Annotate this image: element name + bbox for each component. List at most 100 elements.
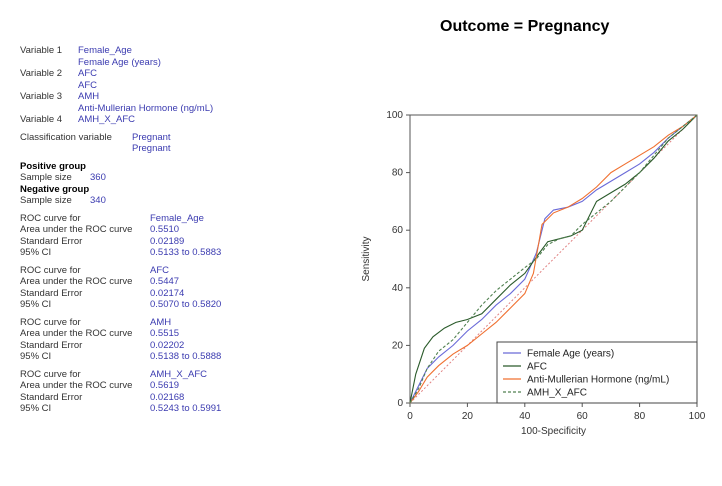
ci-label: 95% CI (20, 247, 52, 258)
variable-label: Variable 1 (20, 45, 63, 56)
legend-label: AFC (527, 362, 547, 373)
se-value: 0.02189 (150, 235, 185, 247)
auc-value: 0.5447 (150, 276, 180, 287)
variable-name: Female_Age (78, 45, 132, 56)
series-line-1 (409, 114, 698, 404)
se-label: Standard Error (20, 391, 83, 403)
stat-row: Standard Error 0.02174 (20, 288, 340, 300)
ci-value: 0.5133 to 0.5883 (150, 247, 222, 258)
auc-value: 0.5515 (150, 328, 180, 339)
variable-name: AFC (78, 68, 97, 79)
roc-curve-name: Female_Age (150, 212, 204, 224)
se-label: Standard Error (20, 235, 83, 247)
negative-heading: Negative group (20, 183, 90, 195)
stat-row: Standard Error 0.02168 (20, 392, 340, 404)
x-tick-label: 80 (634, 411, 646, 422)
stat-row: ROC curve for Female_Age (20, 213, 340, 225)
stat-row: Sample size 340 (20, 195, 340, 207)
positive-size: 360 (90, 172, 106, 183)
stat-row: Female Age (years) (20, 57, 340, 69)
y-tick-label: 40 (392, 283, 404, 294)
stat-row: 95% CI 0.5070 to 0.5820 (20, 299, 340, 311)
variable-label: Variable 2 (20, 68, 63, 79)
series-line-2 (409, 114, 698, 404)
roc-curve-name: AMH (150, 316, 172, 328)
stat-row: Variable 1 Female_Age (20, 45, 340, 57)
y-tick-label: 100 (386, 110, 403, 121)
variable-desc: AFC (78, 79, 97, 91)
series-line-3 (409, 114, 698, 404)
ci-label: 95% CI (20, 351, 52, 362)
stat-row: Area under the ROC curve 0.5510 (20, 224, 340, 236)
stat-row: Pregnant (20, 143, 340, 155)
stat-row: ROC curve for AMH_X_AFC (20, 369, 340, 381)
classification-desc: Pregnant (132, 143, 171, 154)
ci-value: 0.5070 to 0.5820 (150, 299, 222, 310)
stat-row: ROC curve for AFC (20, 265, 340, 277)
y-tick-label: 20 (392, 340, 404, 351)
stat-row: ROC curve for AMH (20, 317, 340, 329)
y-tick-label: 60 (392, 225, 404, 236)
x-tick-label: 0 (407, 411, 413, 422)
roc-curve-label: ROC curve for (20, 316, 81, 328)
roc-curve-label: ROC curve for (20, 212, 81, 224)
stat-row: Variable 4 AMH_X_AFC (20, 114, 340, 126)
se-value: 0.02174 (150, 287, 185, 299)
stat-row: AFC (20, 80, 340, 92)
auc-label: Area under the ROC curve (20, 276, 133, 287)
y-tick-label: 0 (397, 398, 403, 409)
negative-size: 340 (90, 195, 106, 206)
stat-row: Variable 3 AMH (20, 91, 340, 103)
variable-name: AMH (78, 91, 100, 102)
x-tick-label: 40 (519, 411, 531, 422)
ci-value: 0.5243 to 0.5991 (150, 403, 222, 414)
stat-row: 95% CI 0.5133 to 0.5883 (20, 247, 340, 259)
stat-row: Anti-Mullerian Hormone (ng/mL) (20, 103, 340, 115)
ci-label: 95% CI (20, 299, 52, 310)
stat-row: Standard Error 0.02202 (20, 340, 340, 352)
roc-curve-label: ROC curve for (20, 368, 81, 380)
variable-label: Variable 3 (20, 91, 63, 102)
y-tick-label: 80 (392, 168, 404, 179)
stat-row: Standard Error 0.02189 (20, 236, 340, 248)
chart-title: Outcome = Pregnancy (440, 18, 610, 35)
y-axis-label: Sensitivity (361, 236, 372, 281)
auc-label: Area under the ROC curve (20, 328, 133, 339)
variable-desc: Female Age (years) (78, 56, 161, 68)
sample-size-label: Sample size (20, 172, 72, 183)
roc-curve-name: AMH_X_AFC (150, 368, 208, 380)
stat-row: Area under the ROC curve 0.5447 (20, 276, 340, 288)
stat-row: Variable 2 AFC (20, 68, 340, 80)
roc-curve-name: AFC (150, 264, 169, 276)
variable-label: Variable 4 (20, 114, 63, 125)
stat-row: Sample size 360 (20, 172, 340, 184)
auc-label: Area under the ROC curve (20, 380, 133, 391)
se-label: Standard Error (20, 287, 83, 299)
ci-value: 0.5138 to 0.5888 (150, 351, 222, 362)
legend-label: Anti-Mullerian Hormone (ng/mL) (527, 375, 669, 386)
stat-row: Classification variable Pregnant (20, 132, 340, 144)
classification-name: Pregnant (132, 131, 171, 143)
stat-row: Area under the ROC curve 0.5619 (20, 380, 340, 392)
stat-row: 95% CI 0.5243 to 0.5991 (20, 403, 340, 415)
x-tick-label: 60 (577, 411, 589, 422)
classification-label: Classification variable (20, 131, 112, 143)
se-label: Standard Error (20, 339, 83, 351)
positive-heading: Positive group (20, 160, 86, 172)
se-value: 0.02202 (150, 339, 185, 351)
sample-size-label: Sample size (20, 195, 72, 206)
ci-label: 95% CI (20, 403, 52, 414)
auc-value: 0.5619 (150, 380, 180, 391)
stat-row: Negative group (20, 184, 340, 196)
stat-row: 95% CI 0.5138 to 0.5888 (20, 351, 340, 363)
x-tick-label: 100 (689, 411, 706, 422)
se-value: 0.02168 (150, 391, 185, 403)
series-line-4 (409, 114, 698, 404)
auc-label: Area under the ROC curve (20, 224, 133, 235)
variable-name: AMH_X_AFC (78, 114, 136, 125)
x-tick-label: 20 (462, 411, 474, 422)
legend-label: Female Age (years) (527, 349, 614, 360)
legend-label: AMH_X_AFC (527, 388, 587, 399)
auc-value: 0.5510 (150, 224, 180, 235)
